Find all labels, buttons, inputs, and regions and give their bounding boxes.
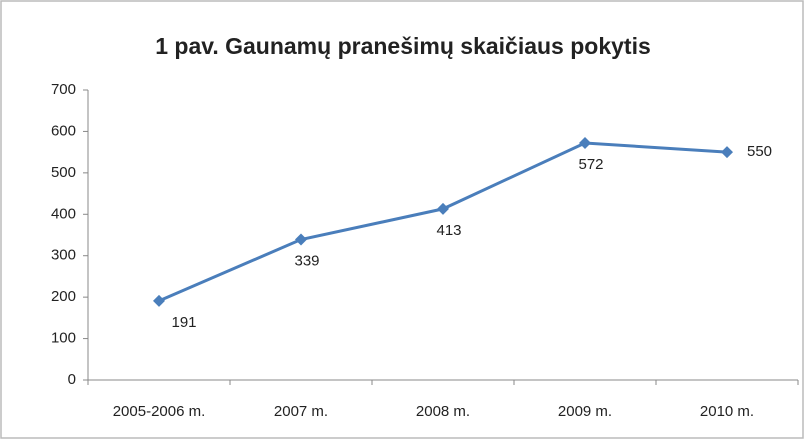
y-tick-label: 600 <box>51 122 76 139</box>
x-tick-label: 2010 m. <box>700 403 754 420</box>
y-tick-label: 0 <box>68 371 76 388</box>
data-label: 572 <box>578 156 603 173</box>
point-marker <box>579 137 591 150</box>
data-label: 339 <box>294 253 319 270</box>
data-label: 550 <box>747 143 772 160</box>
y-tick-label: 500 <box>51 164 76 181</box>
x-tick-label: 2005-2006 m. <box>113 403 206 420</box>
data-label: 413 <box>436 222 461 239</box>
point-marker <box>721 146 733 159</box>
y-tick-label: 100 <box>51 330 76 347</box>
point-marker <box>437 202 449 215</box>
point-marker <box>153 294 165 307</box>
chart-title: 1 pav. Gaunamų pranešimų skaičiaus pokyt… <box>155 33 651 59</box>
y-tick-label: 200 <box>51 288 76 305</box>
y-tick-label: 400 <box>51 205 76 222</box>
x-tick-label: 2007 m. <box>274 403 328 420</box>
y-tick-label: 300 <box>51 247 76 264</box>
x-tick-label: 2009 m. <box>558 403 612 420</box>
x-tick-label: 2008 m. <box>416 403 470 420</box>
data-label: 191 <box>171 314 196 331</box>
point-marker <box>295 233 307 246</box>
y-tick-label: 700 <box>51 81 76 98</box>
